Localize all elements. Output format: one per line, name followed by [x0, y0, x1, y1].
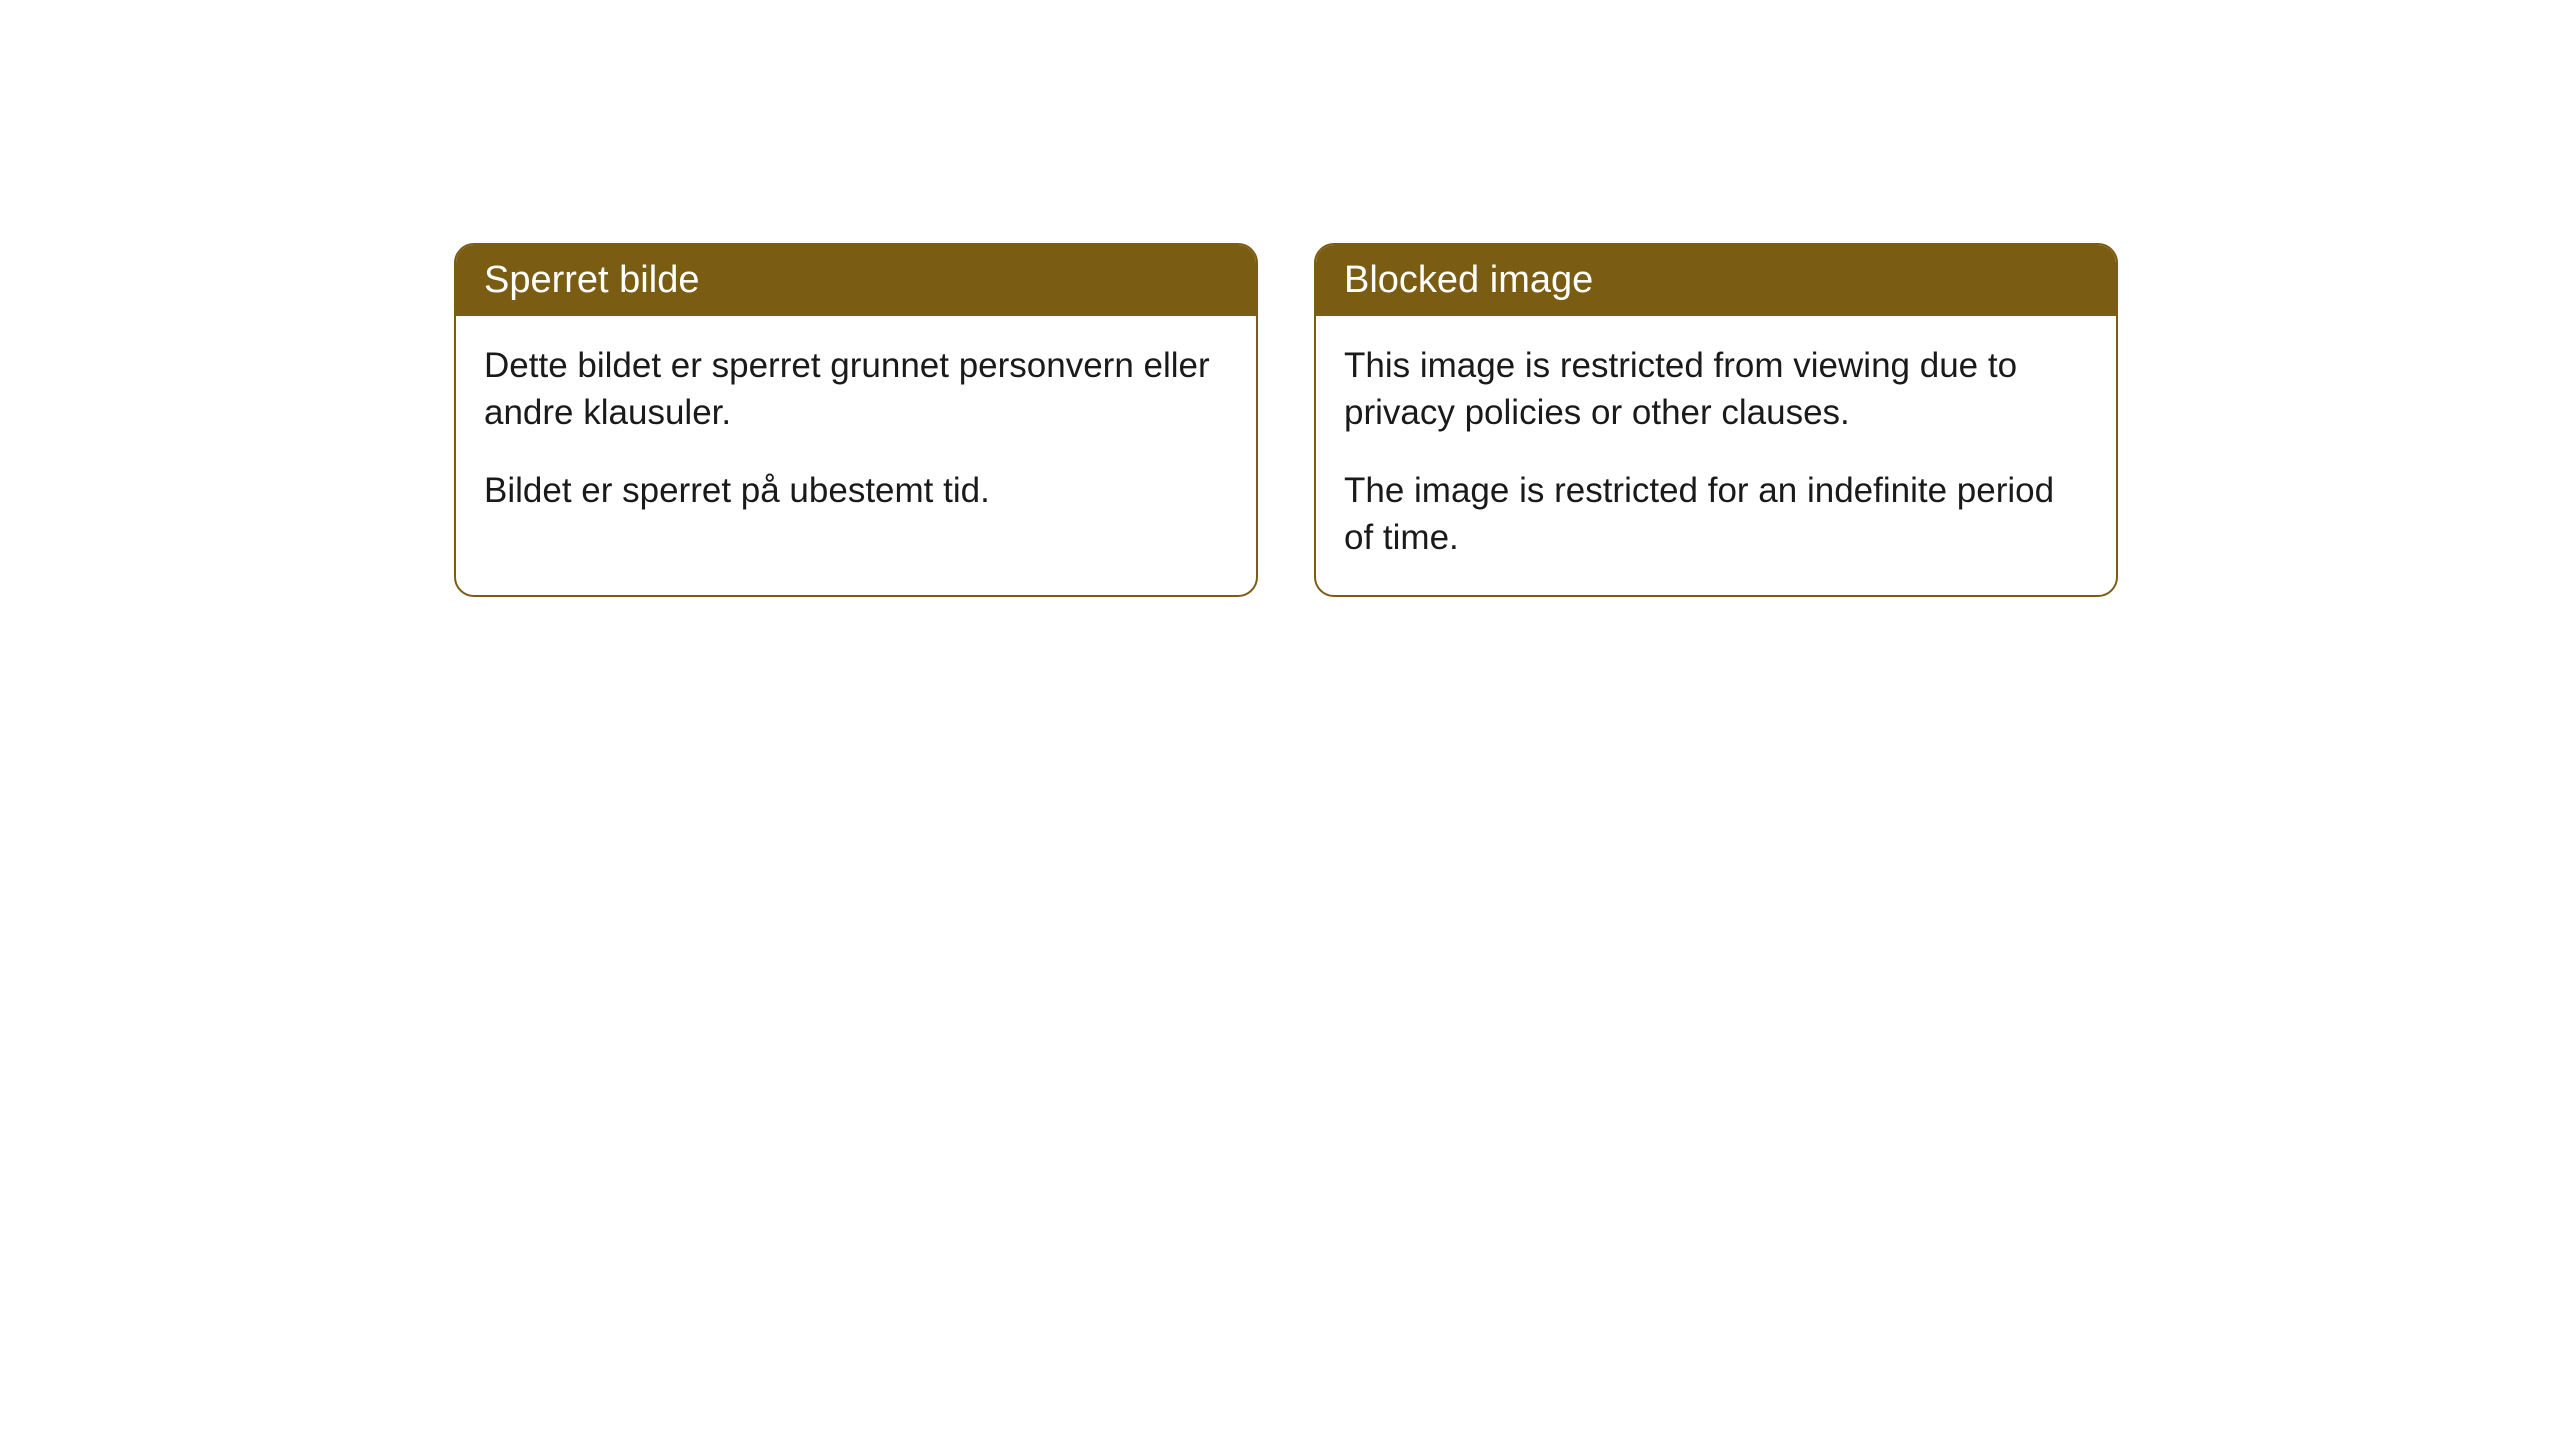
card-header-norwegian: Sperret bilde	[456, 245, 1256, 316]
card-paragraph-2-english: The image is restricted for an indefinit…	[1344, 467, 2088, 562]
card-paragraph-1-english: This image is restricted from viewing du…	[1344, 342, 2088, 437]
card-paragraph-2-norwegian: Bildet er sperret på ubestemt tid.	[484, 467, 1228, 514]
notice-card-english: Blocked image This image is restricted f…	[1314, 243, 2118, 597]
card-header-english: Blocked image	[1316, 245, 2116, 316]
card-title-norwegian: Sperret bilde	[484, 259, 699, 301]
notice-card-norwegian: Sperret bilde Dette bildet er sperret gr…	[454, 243, 1258, 597]
card-paragraph-1-norwegian: Dette bildet er sperret grunnet personve…	[484, 342, 1228, 437]
card-body-norwegian: Dette bildet er sperret grunnet personve…	[456, 316, 1256, 548]
notice-cards-container: Sperret bilde Dette bildet er sperret gr…	[454, 243, 2118, 597]
card-title-english: Blocked image	[1344, 259, 1593, 301]
card-body-english: This image is restricted from viewing du…	[1316, 316, 2116, 595]
